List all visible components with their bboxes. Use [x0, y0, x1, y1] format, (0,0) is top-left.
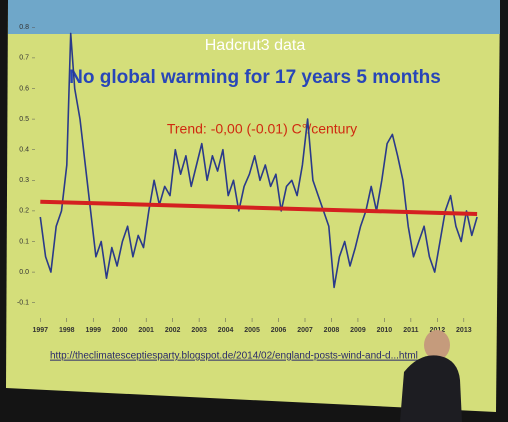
trend-line [40, 199, 478, 216]
trend-annotation: Trend: -0,00 (-0.01) C°/century [167, 121, 357, 137]
y-tick-label: 0.1 [19, 238, 29, 245]
title-bar [8, 0, 500, 34]
y-tick-label: 0.0 [19, 269, 29, 276]
y-tick-label: 0.4 [19, 147, 29, 154]
y-tick-label: 0.6 [19, 85, 29, 92]
y-tick-label: 0.3 [19, 177, 29, 184]
x-tick-label: 1998 [59, 327, 75, 334]
presenter [400, 330, 462, 422]
chart-title: Hadcrut3 data [205, 37, 306, 54]
x-tick-label: 2013 [456, 327, 472, 334]
x-tick-label: 2010 [377, 327, 393, 334]
x-tick-label: 2008 [324, 327, 340, 334]
source-url: http://theclimatesceptiesparty.blogspot.… [50, 351, 418, 362]
x-tick-label: 2004 [218, 327, 234, 334]
x-tick-label: 2006 [271, 327, 287, 334]
x-tick-label: 1999 [85, 327, 101, 334]
presenter-head [424, 330, 450, 360]
x-tick-label: 2009 [350, 327, 366, 334]
y-tick-label: -0.1 [17, 300, 29, 307]
chart-subtitle: No global warming for 17 years 5 months [69, 67, 441, 88]
y-tick-label: 0.2 [19, 208, 29, 215]
x-tick-label: 2003 [191, 327, 207, 334]
x-tick-label: 2007 [297, 327, 313, 334]
x-tick-label: 2000 [112, 327, 128, 334]
x-tick-label: 2001 [138, 327, 154, 334]
temperature-line [39, 32, 478, 289]
y-tick-label: 0.7 [19, 55, 29, 62]
presenter-body [400, 355, 462, 422]
x-tick-label: 2011 [403, 327, 418, 334]
x-tick-label: 2002 [165, 327, 181, 334]
x-tick-label: 1997 [33, 327, 49, 334]
plot: -0.1 0.0 0.1 0.2 0.3 0.4 0.5 0.6 0.7 0.8 1997 1998 1… [17, 24, 478, 334]
y-tick-label: 0.5 [19, 116, 29, 123]
x-tick-label: 2005 [244, 327, 260, 334]
y-tick-label: 0.8 [19, 24, 29, 31]
